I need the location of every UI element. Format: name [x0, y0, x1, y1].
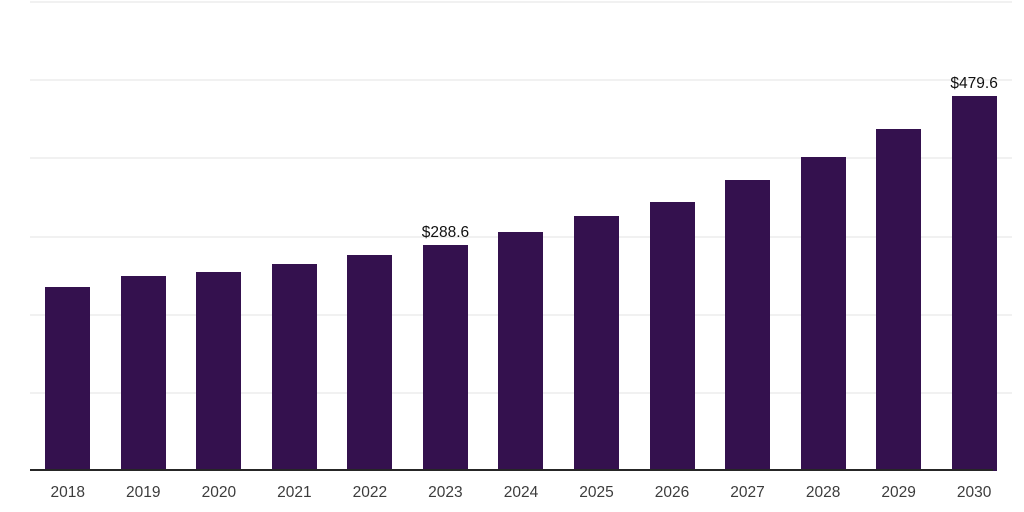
bar-2029	[876, 129, 922, 471]
bar-column-2030: $479.6	[936, 2, 1012, 471]
x-tick-2029: 2029	[881, 484, 916, 501]
x-tick-2023: 2023	[428, 484, 463, 501]
bar-column-2027	[710, 2, 786, 471]
bar-column-2021	[257, 2, 333, 471]
bar-column-2029	[861, 2, 937, 471]
bar-2021	[271, 264, 317, 471]
x-tick-2021: 2021	[277, 484, 312, 501]
x-axis-line	[30, 469, 993, 471]
bar-2019	[120, 276, 166, 471]
x-tick-2019: 2019	[126, 484, 161, 501]
bar-column-2018	[30, 2, 106, 471]
bar-column-2023: $288.6	[408, 2, 484, 471]
bar-2018	[45, 286, 91, 471]
x-tick-2030: 2030	[956, 484, 992, 501]
x-tick-2025: 2025	[579, 484, 614, 501]
bar-2027	[725, 179, 771, 471]
value-label-2023: $288.6	[421, 224, 470, 242]
x-tick-2018: 2018	[50, 484, 85, 501]
bar-2022	[347, 254, 393, 471]
bar-2024	[498, 231, 544, 471]
gridline-400	[30, 157, 1012, 160]
bar-column-2028	[785, 2, 861, 471]
gridline-500	[30, 79, 1012, 82]
bar-2023	[422, 245, 468, 471]
bar-column-2024	[483, 2, 559, 471]
x-tick-2028: 2028	[805, 484, 841, 501]
value-label-2030: $479.6	[950, 75, 998, 93]
plot-area: $288.6 $479.6	[30, 1, 1012, 471]
bar-2026	[649, 201, 695, 471]
bar-column-2019	[106, 2, 182, 471]
bar-2020	[196, 271, 242, 471]
x-tick-2026: 2026	[654, 484, 690, 501]
bar-column-2026	[634, 2, 710, 471]
bar-column-2022	[332, 2, 408, 471]
bar-column-2020	[181, 2, 257, 471]
x-tick-2022: 2022	[352, 484, 388, 501]
bar-2030	[951, 96, 997, 471]
x-axis-labels: 2018 2019 2020 2021 2022 2023 2024 2025 2026 2027…	[30, 484, 1012, 502]
x-tick-2027: 2027	[730, 484, 765, 501]
bar-column-2025	[559, 2, 635, 471]
gridline-600	[30, 1, 1012, 3]
bars: $288.6 $479.6	[30, 2, 1012, 471]
x-tick-2024: 2024	[503, 484, 539, 501]
x-tick-2020: 2020	[201, 484, 237, 501]
bar-2028	[800, 156, 846, 471]
bar-2025	[573, 216, 619, 471]
